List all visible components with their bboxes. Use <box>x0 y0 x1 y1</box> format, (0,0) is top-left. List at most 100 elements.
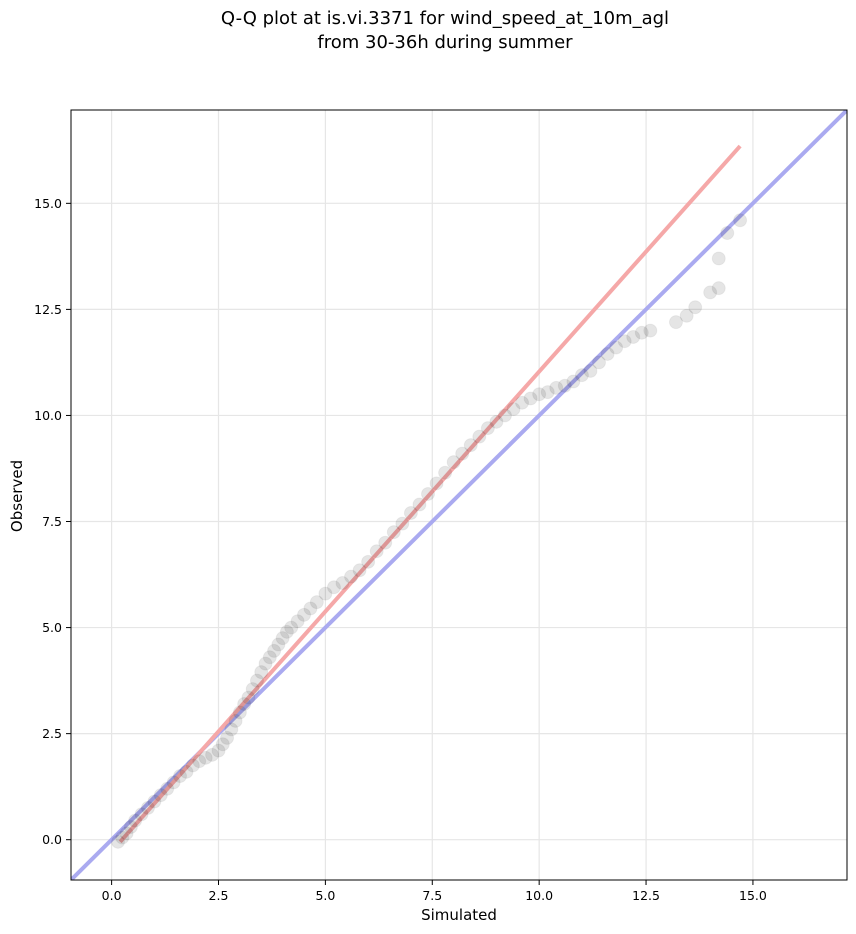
chart-subtitle: from 30-36h during summer <box>317 32 573 53</box>
data-point <box>438 465 453 480</box>
x-axis-label: Simulated <box>421 906 497 924</box>
data-point <box>352 563 367 578</box>
data-point <box>583 363 598 378</box>
y-tick-label: 15.0 <box>34 196 62 211</box>
data-point <box>153 788 168 803</box>
data-point <box>480 421 495 436</box>
data-point <box>140 800 155 815</box>
x-tick-label: 10.0 <box>525 888 553 903</box>
data-point <box>262 650 277 665</box>
data-point <box>369 544 384 559</box>
y-axis-ticks: 0.0 2.5 5.0 7.5 10.0 12.5 15.0 <box>34 196 71 847</box>
x-tick-label: 5.0 <box>315 888 335 903</box>
data-point <box>128 813 143 828</box>
data-point <box>160 781 175 796</box>
data-point <box>205 747 220 762</box>
data-point <box>395 516 410 531</box>
data-point <box>549 380 564 395</box>
data-point <box>326 580 341 595</box>
data-point <box>711 281 726 296</box>
data-point <box>267 643 282 658</box>
data-point <box>215 737 230 752</box>
data-point <box>361 554 376 569</box>
data-point <box>403 506 418 521</box>
data-point <box>232 705 247 720</box>
data-point <box>600 346 615 361</box>
data-point <box>421 486 436 501</box>
data-point <box>198 750 213 765</box>
data-point <box>241 690 256 705</box>
data-point <box>211 743 226 758</box>
data-point <box>224 722 239 737</box>
data-point <box>378 535 393 550</box>
y-tick-label: 0.0 <box>42 832 62 847</box>
data-point <box>228 713 243 728</box>
data-point <box>258 656 273 671</box>
data-point <box>166 775 181 790</box>
data-point <box>463 438 478 453</box>
scatter-series <box>111 213 748 849</box>
data-point <box>720 226 735 241</box>
data-point <box>147 794 162 809</box>
data-point <box>245 682 260 697</box>
data-point <box>134 807 149 822</box>
data-point <box>173 769 188 784</box>
data-point <box>497 408 512 423</box>
data-point <box>733 213 748 228</box>
data-point <box>679 308 694 323</box>
data-point <box>429 476 444 491</box>
y-tick-label: 7.5 <box>42 514 62 529</box>
data-point <box>290 614 305 629</box>
data-point <box>335 576 350 591</box>
fit-line <box>118 144 742 844</box>
data-point <box>688 300 703 315</box>
data-point <box>254 665 269 680</box>
data-point <box>668 315 683 330</box>
data-point <box>412 497 427 512</box>
data-point <box>237 696 252 711</box>
data-point <box>179 764 194 779</box>
data-point <box>297 607 312 622</box>
data-point <box>643 323 658 338</box>
x-tick-label: 0.0 <box>102 888 122 903</box>
x-tick-label: 12.5 <box>632 888 660 903</box>
data-point <box>271 637 286 652</box>
data-point <box>557 378 572 393</box>
data-point <box>115 830 130 845</box>
data-point <box>609 340 624 355</box>
data-point <box>515 395 530 410</box>
data-point <box>634 325 649 340</box>
data-point <box>344 569 359 584</box>
x-tick-label: 2.5 <box>209 888 229 903</box>
data-point <box>566 374 581 389</box>
data-point <box>309 595 324 610</box>
data-point <box>626 329 641 344</box>
data-point <box>318 586 333 601</box>
data-point <box>386 525 401 540</box>
data-point <box>279 624 294 639</box>
plot-frame <box>70 109 848 881</box>
y-tick-label: 5.0 <box>42 620 62 635</box>
data-point <box>249 673 264 688</box>
data-point <box>592 355 607 370</box>
data-point <box>540 385 555 400</box>
data-point <box>472 429 487 444</box>
data-point <box>506 402 521 417</box>
data-point <box>703 285 718 300</box>
y-axis-label: Observed <box>8 460 26 532</box>
y-tick-label: 10.0 <box>34 408 62 423</box>
data-point <box>192 754 207 769</box>
y-tick-label: 2.5 <box>42 726 62 741</box>
data-point <box>455 446 470 461</box>
data-point <box>532 387 547 402</box>
data-point <box>489 414 504 429</box>
chart-title: Q-Q plot at is.vi.3371 for wind_speed_at… <box>221 8 669 29</box>
data-point <box>303 601 318 616</box>
data-point <box>111 834 126 849</box>
x-tick-label: 15.0 <box>739 888 767 903</box>
data-point <box>185 758 200 773</box>
data-point <box>617 334 632 349</box>
y-tick-label: 12.5 <box>34 302 62 317</box>
data-point <box>711 251 726 266</box>
